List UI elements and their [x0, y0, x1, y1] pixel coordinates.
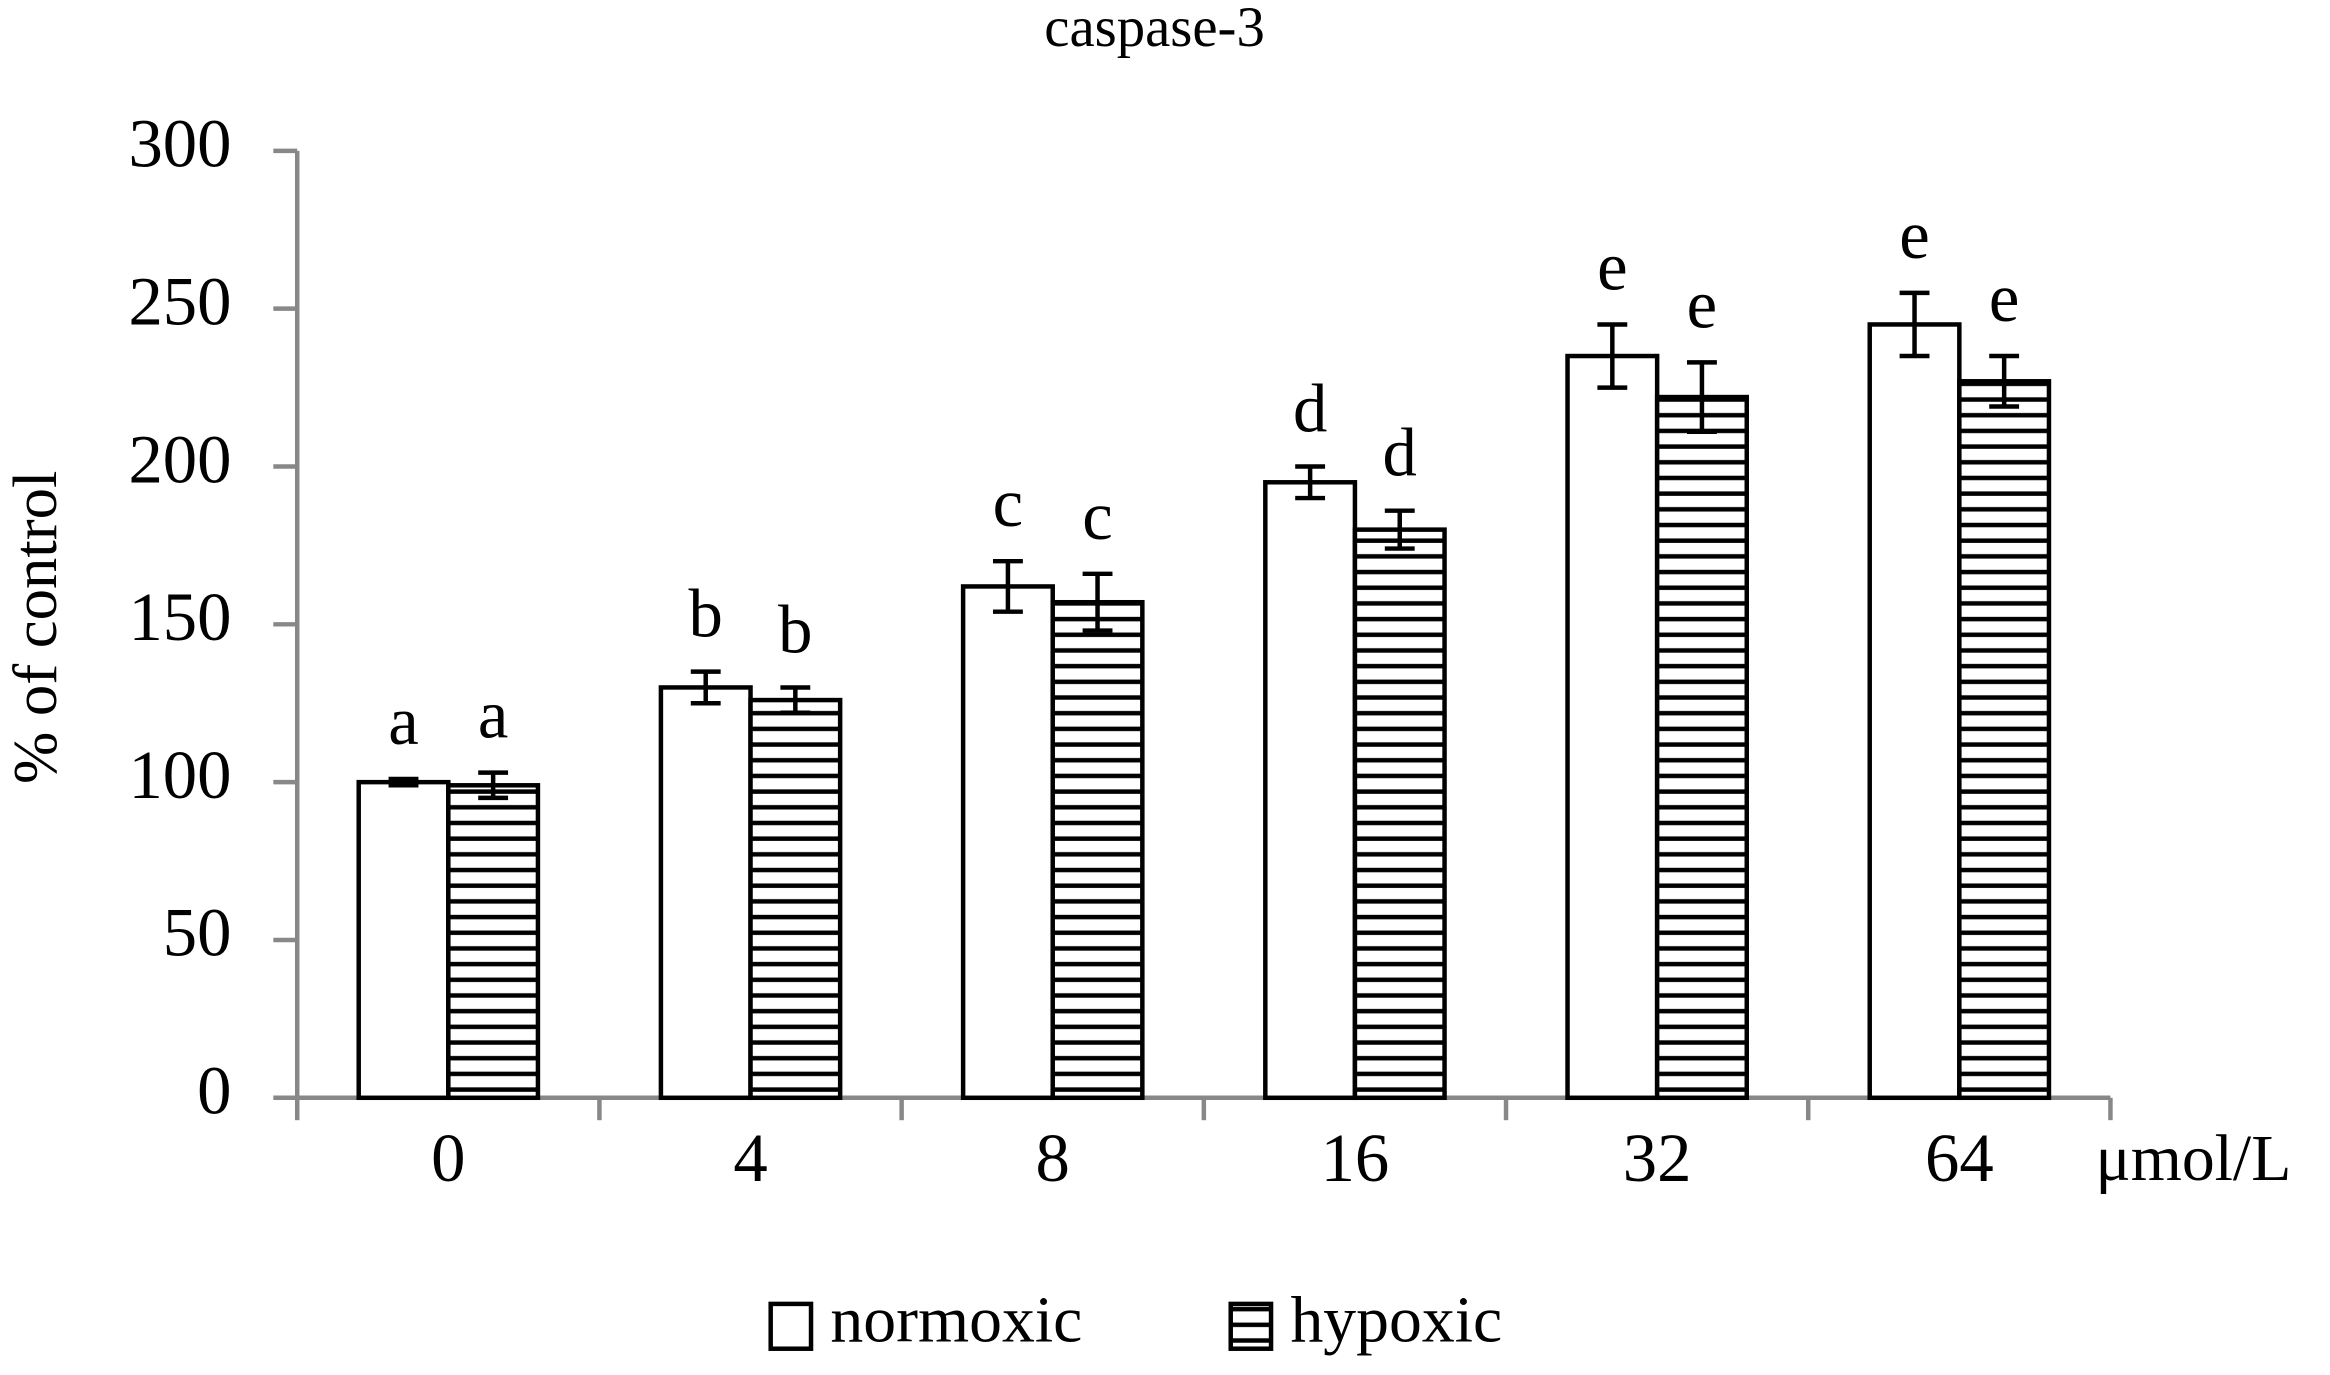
legend-label: hypoxic: [1290, 1283, 1502, 1356]
y-tick-label: 300: [128, 106, 231, 182]
error-bar: [1899, 290, 1930, 359]
significance-label: a: [478, 677, 509, 753]
y-tick-label: 250: [128, 263, 231, 339]
bar: [356, 779, 451, 1101]
significance-label: e: [1597, 228, 1627, 304]
significance-label: e: [1687, 266, 1717, 342]
y-tick-label: 200: [128, 421, 231, 497]
y-tick-label: 0: [197, 1053, 231, 1129]
significance-label: b: [689, 576, 723, 652]
significance-label: c: [1082, 478, 1113, 554]
x-unit-label: μmol/L: [2096, 1122, 2292, 1195]
bar: [1263, 480, 1358, 1101]
error-bar: [1295, 464, 1326, 501]
bar: [446, 783, 541, 1101]
bar: [1867, 322, 1962, 1101]
error-bar: [780, 685, 811, 715]
significance-label: d: [1293, 370, 1327, 446]
bar: [1957, 379, 2052, 1101]
error-bar: [1687, 360, 1717, 435]
x-tick-label: 32: [1623, 1120, 1692, 1196]
legend-swatch: [1228, 1301, 1274, 1351]
x-tick-label: 0: [431, 1120, 465, 1196]
x-tick-label: 16: [1321, 1120, 1390, 1196]
bar: [960, 584, 1055, 1101]
error-bar: [1384, 508, 1415, 551]
significance-label: d: [1383, 415, 1417, 491]
legend: normoxic hypoxic: [768, 1283, 1502, 1356]
error-bar: [388, 776, 419, 788]
error-bar: [1597, 322, 1628, 390]
significance-label: e: [1899, 197, 1930, 273]
x-tick-label: 4: [733, 1120, 767, 1196]
significance-label: a: [388, 683, 418, 759]
bar: [1050, 599, 1145, 1101]
y-axis-label: % of control: [0, 471, 70, 785]
bar: [748, 697, 843, 1101]
x-tick-label: 8: [1036, 1120, 1070, 1196]
significance-label: e: [1989, 260, 2019, 336]
error-bar: [1082, 571, 1113, 633]
legend-label: normoxic: [830, 1283, 1082, 1356]
legend-swatch: [768, 1301, 814, 1351]
significance-label: c: [993, 465, 1024, 541]
error-bar: [1989, 353, 2020, 409]
error-bar: [690, 669, 721, 706]
error-bar: [478, 770, 509, 801]
chart-title: caspase-3: [1044, 0, 1265, 59]
bar: [1565, 353, 1660, 1101]
y-tick-label: 50: [163, 895, 232, 971]
error-bar: [992, 558, 1023, 614]
x-tick-label: 64: [1925, 1120, 1994, 1196]
bar: [658, 685, 753, 1101]
y-tick-label: 150: [128, 579, 231, 655]
significance-label: b: [778, 591, 812, 667]
bar: [1352, 527, 1447, 1101]
bar: [1654, 394, 1749, 1101]
y-tick-label: 100: [128, 737, 231, 813]
